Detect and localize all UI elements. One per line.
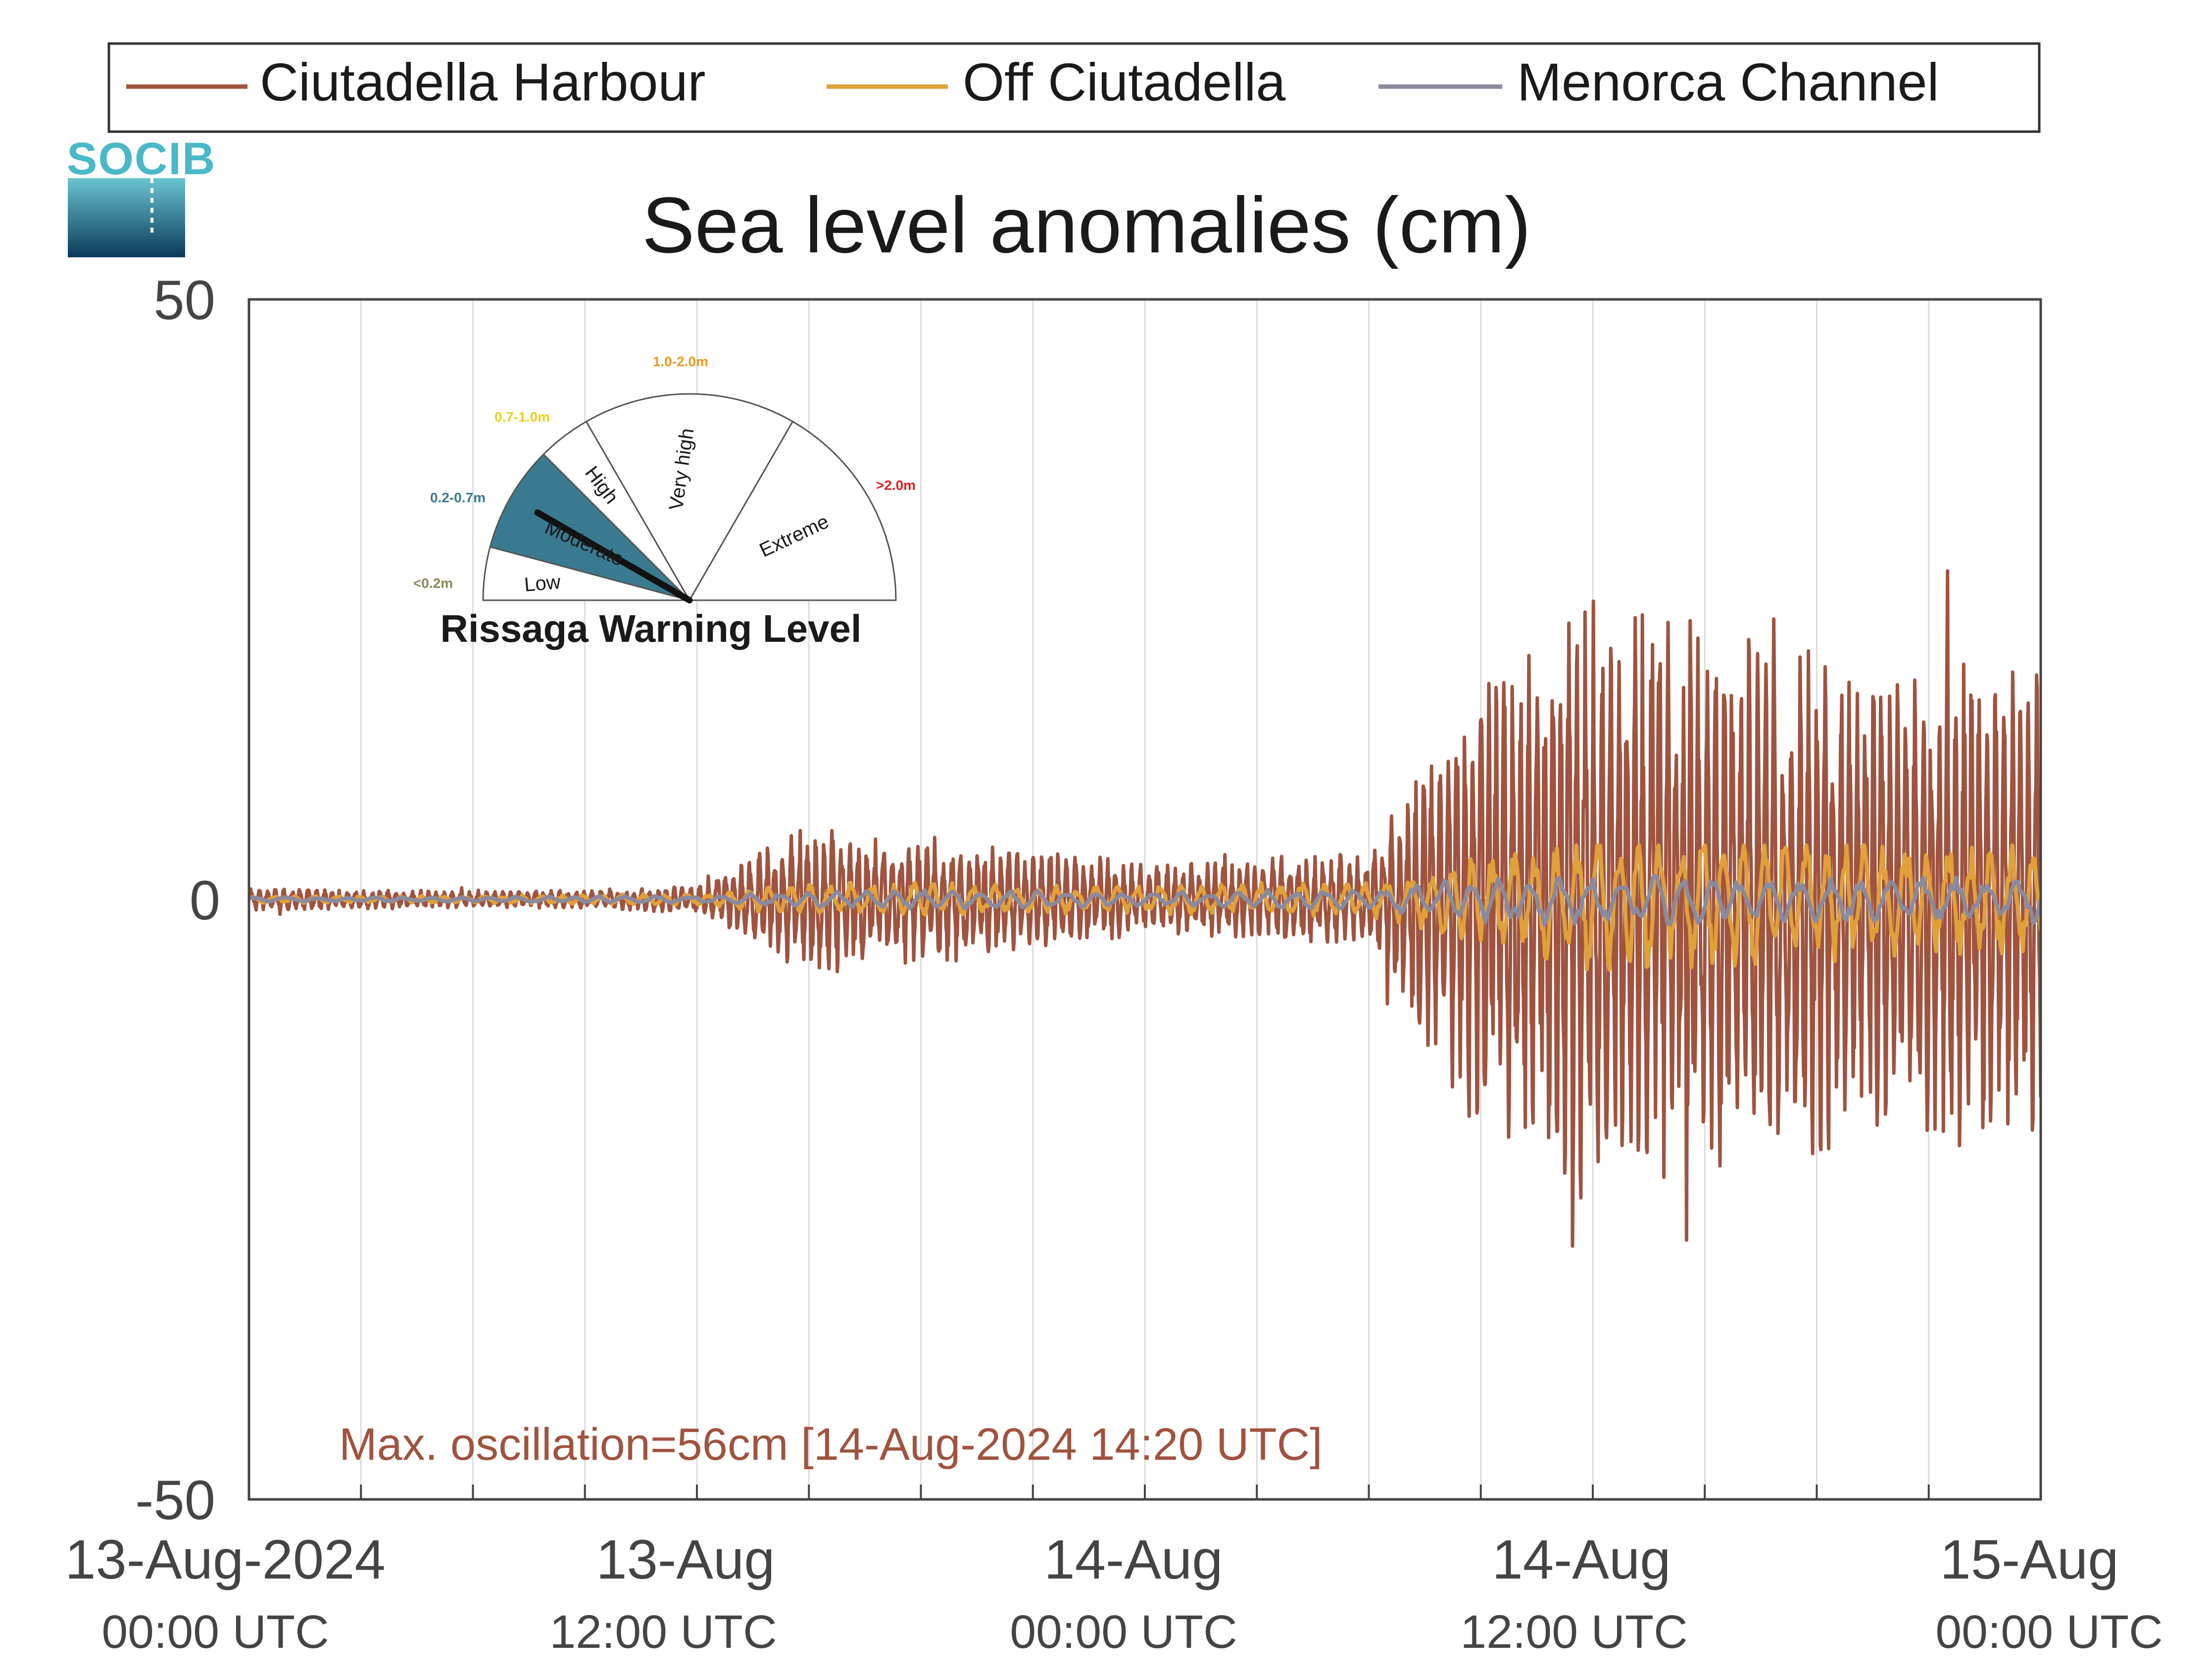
y-tick-label-top: 50 [153, 269, 215, 331]
legend-label-menorca-channel: Menorca Channel [1517, 52, 1939, 112]
rissaga-warning-gauge: Low Moderate High Very high Extreme <0.2… [413, 354, 916, 650]
gauge-segment-extreme [688, 420, 897, 601]
y-tick-label-bottom: -50 [135, 1469, 215, 1531]
gauge-range-low: <0.2m [413, 576, 453, 591]
logo-gradient-block [68, 178, 185, 257]
gauge-range-extreme: >2.0m [876, 478, 916, 493]
legend-label-ciutadella-harbour: Ciutadella Harbour [260, 52, 706, 112]
gauge-label-low: Low [523, 571, 561, 596]
legend-frame [107, 42, 2041, 133]
logo-text: SOCIB [67, 134, 216, 184]
gauge-range-very-high: 1.0-2.0m [653, 354, 708, 369]
y-tick-label-zero: 0 [190, 869, 220, 931]
x-tick-time-0: 00:00 UTC [101, 1606, 329, 1658]
x-tick-date-3: 14-Aug [1492, 1529, 1671, 1590]
chart-title: Sea level anomalies (cm) [642, 181, 1531, 269]
gauge-title: Rissaga Warning Level [440, 607, 861, 650]
x-tick-date-4: 15-Aug [1940, 1529, 2118, 1590]
x-tick-time-4: 00:00 UTC [1935, 1606, 2162, 1658]
x-tick-date-2: 14-Aug [1044, 1529, 1223, 1590]
x-tick-time-2: 00:00 UTC [1010, 1606, 1237, 1658]
gauge-segment-moderate [489, 453, 692, 602]
max-oscillation-annotation: Max. oscillation=56cm [14-Aug-2024 14:20… [339, 1419, 1323, 1470]
x-tick-date-1: 13-Aug [596, 1529, 775, 1590]
gauge-segment-very-high [585, 393, 794, 602]
socib-logo: SOCIB [67, 134, 216, 257]
legend-label-off-ciutadella: Off Ciutadella [963, 52, 1286, 112]
x-tick-time-3: 12:00 UTC [1460, 1606, 1687, 1658]
x-tick-labels: 13-Aug-2024 00:00 UTC 13-Aug 12:00 UTC 1… [65, 1529, 2162, 1658]
gauge-range-high: 0.7-1.0m [494, 409, 550, 425]
x-tick-marks [248, 1485, 2042, 1499]
gauge-needle [534, 509, 693, 604]
x-tick-date-0: 13-Aug-2024 [65, 1529, 386, 1590]
legend: Ciutadella Harbour Off Ciutadella Menorc… [107, 42, 2041, 133]
x-tick-time-1: 12:00 UTC [549, 1606, 777, 1658]
series-line-ciutadella-harbour [249, 569, 2041, 1248]
series-line-off-ciutadella [249, 843, 2041, 972]
data-series [249, 569, 2041, 1248]
gauge-range-moderate: 0.2-0.7m [430, 490, 486, 505]
series-line-menorca-channel [249, 873, 2041, 926]
